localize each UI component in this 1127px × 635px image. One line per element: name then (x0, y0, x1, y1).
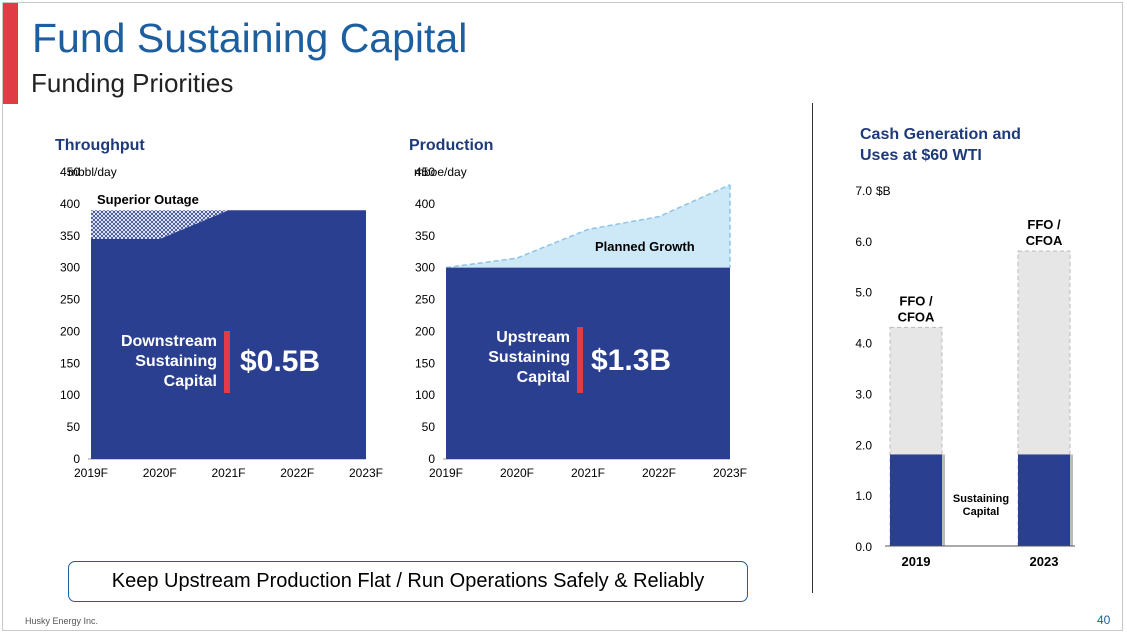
cash-generation-chart: Cash Generation and Uses at $60 WTI 0.0 1.0… (855, 126, 1075, 569)
ffo-cfoa-label: FFO / (1027, 217, 1061, 232)
inner-label-line: Capital (164, 373, 217, 390)
chart-divider (812, 103, 813, 593)
y-tick-label: 2.0 (855, 438, 872, 452)
x-category-label: 2023 (1030, 554, 1059, 569)
y-tick-label: 300 (415, 261, 435, 275)
upstream-area (446, 267, 730, 459)
y-tick-label: 0 (428, 452, 435, 466)
inner-label-line: Downstream (121, 333, 217, 350)
sustaining-capital-label: Capital (963, 506, 1000, 518)
value-marker (577, 327, 583, 393)
y-tick-label: 250 (60, 293, 80, 307)
y-tick-label: 100 (415, 388, 435, 402)
y-tick-label: 50 (422, 420, 436, 434)
callout-text: Keep Upstream Production Flat / Run Oper… (111, 570, 705, 592)
sustaining-capital-bar (890, 454, 942, 546)
y-tick-label: 450 (415, 165, 435, 179)
y-tick-label: 4.0 (855, 337, 872, 351)
y-tick-label: 150 (415, 356, 435, 370)
value-marker (224, 331, 230, 393)
slide-subtitle: Funding Priorities (31, 68, 234, 98)
x-tick-label: 2023F (349, 466, 383, 480)
footer-company: Husky Energy Inc. (25, 616, 99, 626)
inner-label-line: Sustaining (488, 349, 570, 366)
chart-title: Production (409, 137, 493, 154)
y-tick-label: 6.0 (855, 235, 872, 249)
y-tick-label: 200 (60, 324, 80, 338)
unit-label: mbbl/day (68, 165, 117, 179)
y-tick-label: 350 (415, 229, 435, 243)
y-tick-label: 400 (60, 197, 80, 211)
x-tick-label: 2020F (143, 466, 177, 480)
superior-outage-label: Superior Outage (97, 192, 199, 207)
y-tick-label: 0.0 (855, 540, 872, 554)
y-tick-label: 300 (60, 261, 80, 275)
bar-shadow (1070, 454, 1073, 546)
accent-bar (3, 3, 18, 104)
x-tick-label: 2020F (500, 466, 534, 480)
y-tick-label: 350 (60, 229, 80, 243)
planned-growth-line (445, 184, 731, 269)
chart-title-line: Uses at $60 WTI (860, 147, 982, 164)
y-tick-label: 200 (415, 324, 435, 338)
x-tick-label: 2022F (280, 466, 314, 480)
planned-growth-area (446, 184, 730, 268)
superior-outage-area (91, 210, 229, 239)
y-tick-label: 150 (60, 356, 80, 370)
x-tick-label: 2021F (571, 466, 605, 480)
capital-value: $0.5B (240, 345, 320, 378)
inner-label-line: Sustaining (135, 353, 217, 370)
y-tick-label: 50 (67, 420, 81, 434)
y-tick-label: 100 (60, 388, 80, 402)
y-tick-label: 7.0 (855, 184, 872, 198)
capital-value: $1.3B (591, 344, 671, 377)
slide-title: Fund Sustaining Capital (32, 15, 468, 61)
x-tick-label: 2022F (642, 466, 676, 480)
ffo-cfoa-label: CFOA (1026, 233, 1063, 248)
bar-shadow (942, 454, 945, 546)
throughput-chart: Throughput mbbl/day 0 50 100 150 200 250 300 350 4… (55, 137, 383, 480)
x-tick-label: 2023F (713, 466, 747, 480)
unit-label: $B (876, 184, 891, 198)
x-category-label: 2019 (902, 554, 931, 569)
sustaining-capital-label: Sustaining (953, 493, 1009, 505)
callout-box: Keep Upstream Production Flat / Run Oper… (68, 561, 748, 602)
unit-label: mboe/day (414, 165, 467, 179)
y-tick-label: 1.0 (855, 489, 872, 503)
sustaining-capital-bar (1018, 454, 1070, 546)
x-tick-label: 2019F (74, 466, 108, 480)
planned-growth-label: Planned Growth (595, 239, 695, 254)
y-tick-label: 0 (73, 452, 80, 466)
chart-title: Throughput (55, 137, 145, 154)
ffo-cfoa-label: CFOA (898, 309, 935, 324)
page-number: 40 (1097, 613, 1111, 627)
y-tick-label: 5.0 (855, 286, 872, 300)
inner-label-line: Capital (517, 369, 570, 386)
y-tick-label: 450 (60, 165, 80, 179)
x-tick-label: 2021F (211, 466, 245, 480)
production-chart: Production mboe/day 0 50 100 150 200 250 300 350 4… (409, 137, 747, 480)
ffo-cfoa-label: FFO / (899, 293, 933, 308)
y-tick-label: 3.0 (855, 387, 872, 401)
chart-title-line: Cash Generation and (860, 126, 1021, 143)
y-tick-label: 250 (415, 293, 435, 307)
inner-label-line: Upstream (496, 329, 570, 346)
y-tick-label: 400 (415, 197, 435, 211)
x-tick-label: 2019F (429, 466, 463, 480)
